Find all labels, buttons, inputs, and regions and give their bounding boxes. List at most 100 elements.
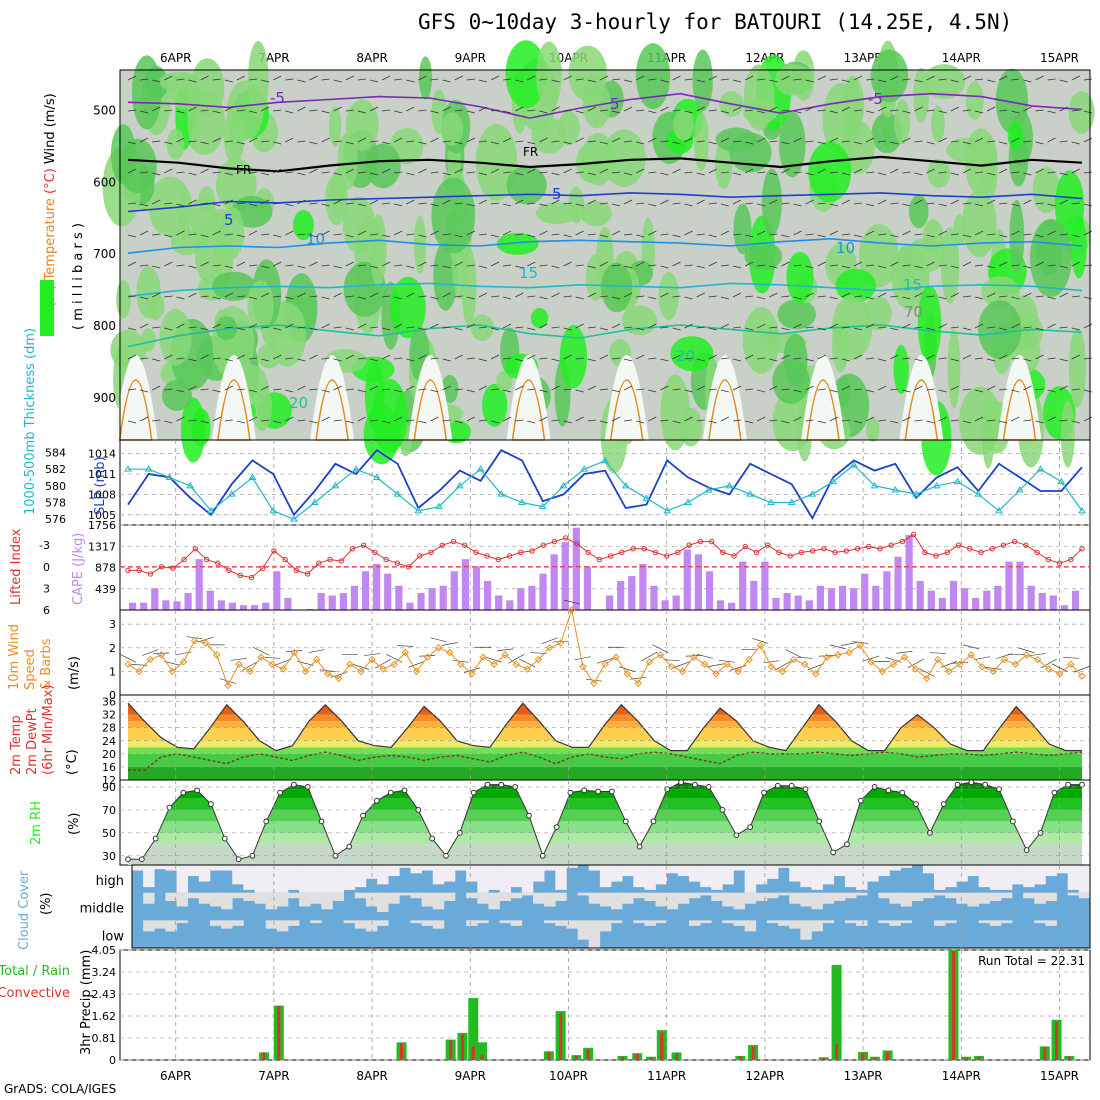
- wind-barb: [587, 326, 596, 329]
- cloud-gap-low: [1034, 920, 1046, 924]
- cape-bar: [850, 588, 858, 610]
- bl-plume: [899, 355, 944, 440]
- precip-tick-label: 3.24: [92, 966, 117, 979]
- wind-barb: [962, 75, 972, 81]
- thickness-tick-label: 580: [45, 480, 66, 493]
- cloud-gap-low: [377, 920, 389, 926]
- wind-barb: [430, 203, 439, 207]
- x-tick-label-bottom: 11APR: [647, 1069, 686, 1083]
- wind-barb: [890, 109, 899, 112]
- wind10-marker: [534, 655, 543, 664]
- wind-barb: [297, 172, 306, 176]
- wind-barb: [781, 202, 790, 205]
- wind-barb: [127, 327, 137, 331]
- wind-barb: [466, 171, 475, 174]
- wind-barb: [176, 389, 185, 393]
- cloud-gap-high: [354, 865, 367, 888]
- wind-barb: [333, 292, 342, 298]
- wind-barb: [878, 292, 887, 298]
- wind-barb: [962, 109, 971, 112]
- slp-tick-label: 1014: [88, 448, 116, 461]
- wind-barb: [260, 292, 270, 298]
- cloud-gap-low: [432, 920, 445, 929]
- thickness-ylabel: 1000-500mb Thickness (dm): [23, 328, 38, 515]
- wind-barb: [878, 265, 887, 269]
- cloud-gap-high: [466, 865, 478, 882]
- wind-barb: [1035, 261, 1044, 267]
- wind-barb: [624, 172, 633, 176]
- wind-barb: [442, 172, 451, 176]
- wind-barb: [140, 203, 149, 207]
- wind-barb: [902, 110, 911, 114]
- wind-barb: [599, 327, 608, 331]
- cape-bar: [284, 597, 292, 610]
- wind-barb: [200, 141, 209, 145]
- wind-barb: [357, 357, 366, 360]
- rh-marker: [291, 781, 297, 788]
- wind-barb: [127, 234, 137, 238]
- cloud-gap-high: [399, 865, 411, 868]
- wind10-barb: [1062, 656, 1079, 659]
- wind-barb: [382, 109, 391, 112]
- thickness-marker: [393, 490, 402, 497]
- wind-barb: [478, 326, 487, 329]
- wind-barb: [708, 261, 717, 267]
- wind10-marker: [246, 667, 254, 676]
- wind10-marker: [201, 639, 210, 647]
- wind-barb: [418, 327, 427, 331]
- wind-barb: [273, 261, 282, 267]
- cape-bar: [395, 585, 403, 610]
- thickness-marker: [870, 481, 879, 489]
- wind10-marker: [767, 662, 776, 671]
- cloud-gap-high: [254, 865, 266, 893]
- wind10-barb: [386, 653, 403, 663]
- cloud-gap-high: [889, 865, 901, 871]
- li-marker: [1045, 556, 1052, 563]
- cape-bar: [960, 588, 969, 610]
- wind-barb: [986, 199, 996, 205]
- wind-barb: [829, 230, 838, 236]
- wind-barb: [611, 389, 621, 393]
- wind-barb: [406, 106, 415, 112]
- wind-barb: [974, 230, 984, 236]
- cloud-gap-middle: [577, 892, 590, 896]
- wind-barb: [515, 199, 524, 205]
- thickness-marker: [144, 465, 153, 472]
- wind-barb: [357, 230, 367, 236]
- precip-total-bar: [831, 964, 842, 1060]
- wind10-marker: [490, 660, 498, 669]
- rh-blob: [170, 229, 202, 256]
- wind-barb: [1071, 168, 1080, 174]
- wind-barb: [285, 323, 294, 329]
- rh-marker: [387, 789, 394, 796]
- wind-barb: [563, 141, 572, 145]
- wind-barb: [490, 420, 500, 424]
- cape-bar: [251, 605, 259, 610]
- wind-barb: [732, 419, 742, 422]
- wind-barb: [890, 388, 899, 391]
- cloud-gap-high: [510, 865, 523, 888]
- wind-barb: [188, 358, 197, 362]
- rh-marker: [401, 787, 408, 794]
- wind-barb: [987, 140, 996, 143]
- cloud-gap-middle: [276, 892, 289, 907]
- wind-barb: [938, 357, 947, 360]
- wind-barb: [684, 323, 693, 329]
- rh-blob: [169, 73, 199, 110]
- bl-plume: [997, 355, 1042, 440]
- cloud-gap-low: [1000, 920, 1013, 924]
- cape-bar: [140, 602, 148, 610]
- cloud-gap-low: [688, 920, 701, 926]
- cloud-gap-middle: [688, 892, 701, 899]
- wind-barb: [781, 75, 790, 81]
- wind10-barb: [485, 656, 503, 663]
- cloud-gap-middle: [332, 892, 344, 901]
- li-marker: [304, 571, 311, 577]
- wind-barb: [841, 326, 850, 329]
- wind-barb: [696, 358, 705, 362]
- cape-bar: [683, 549, 691, 610]
- rh-blob: [559, 325, 588, 389]
- wind-barb: [345, 168, 354, 174]
- wind-barb: [781, 420, 790, 424]
- wind-barb: [539, 264, 548, 267]
